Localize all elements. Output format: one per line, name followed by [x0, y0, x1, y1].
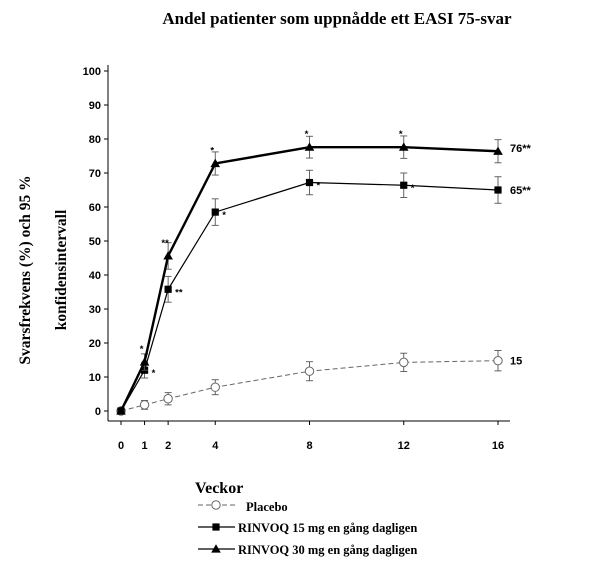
x-tick-label: 0: [118, 440, 124, 452]
end-value-label: 65**: [510, 185, 532, 197]
y-tick-label: 50: [89, 236, 101, 248]
data-point: [304, 366, 315, 376]
y-tick-label: 80: [89, 134, 101, 146]
x-axis-label: Veckor: [195, 480, 243, 497]
data-point: [163, 394, 173, 404]
data-point: [493, 146, 503, 155]
significance-label: *: [305, 129, 309, 140]
legend-swatch-marker: [211, 544, 221, 553]
significance-label: *: [399, 129, 403, 140]
x-tick-label: 8: [306, 440, 312, 452]
data-point: [139, 400, 150, 410]
data-point: [210, 382, 220, 392]
significance-label: **: [161, 238, 169, 249]
y-tick-label: 10: [89, 372, 101, 384]
data-point: [210, 158, 221, 168]
x-tick-label: 1: [142, 440, 148, 452]
data-point: [116, 406, 126, 415]
legend-item-3: RINVOQ 30 mg en gång dagligen: [198, 543, 417, 557]
data-point: [493, 355, 503, 366]
legend-item-1: Placebo: [198, 500, 288, 514]
significance-label: *: [152, 368, 156, 379]
data-point: [398, 142, 409, 151]
y-axis-label-line1: Svarsfrekvens (%) och 95 %: [17, 175, 34, 364]
significance-label: *: [210, 145, 214, 156]
significance-label: **: [175, 287, 183, 298]
legend-swatch-marker: [211, 500, 221, 510]
significance-label: *: [411, 183, 415, 194]
legend-swatch-marker: [212, 523, 220, 531]
series-group: 15***** * 65******* *76**: [116, 129, 532, 416]
data-point: [305, 178, 314, 187]
series-3: ***** *76**: [116, 129, 532, 415]
legend-item-2: RINVOQ 15 mg en gång dagligen: [198, 521, 417, 535]
legend-label: Placebo: [246, 500, 288, 514]
series-1: 15: [116, 350, 522, 416]
y-tick-label: 20: [89, 338, 101, 350]
data-point: [211, 208, 219, 216]
significance-label: *: [222, 210, 226, 221]
end-value-label: 15: [510, 356, 522, 368]
chart-title: Andel patienter som uppnådde ett EASI 75…: [162, 9, 512, 28]
x-tick-label: 16: [492, 440, 504, 452]
data-point: [163, 251, 173, 260]
data-point: [164, 285, 172, 293]
significance-label: *: [317, 181, 321, 192]
y-tick-label: 60: [89, 202, 101, 214]
data-point: [139, 357, 150, 366]
y-tick-label: 90: [89, 100, 101, 112]
legend-label: RINVOQ 15 mg en gång dagligen: [238, 521, 417, 535]
x-tick-label: 4: [212, 440, 219, 452]
y-tick-label: 0: [95, 406, 101, 418]
series-2: ***** * 65**: [117, 169, 532, 415]
y-tick-label: 30: [89, 304, 101, 316]
data-point: [399, 357, 409, 368]
significance-label: *: [140, 344, 144, 355]
x-tick-label: 2: [165, 440, 171, 452]
end-value-label: 76**: [510, 143, 532, 155]
data-point: [400, 181, 408, 189]
data-point: [494, 186, 502, 194]
y-axis-label-line2: konfidensintervall: [53, 209, 70, 330]
y-tick-label: 100: [83, 66, 101, 78]
y-tick-label: 70: [89, 168, 101, 180]
legend-label: RINVOQ 30 mg en gång dagligen: [238, 543, 417, 557]
x-tick-label: 12: [398, 440, 410, 452]
legend: Placebo RINVOQ 15 mg en gång dagligen RINV…: [198, 500, 417, 557]
data-point: [304, 142, 315, 151]
y-tick-label: 40: [89, 270, 101, 282]
